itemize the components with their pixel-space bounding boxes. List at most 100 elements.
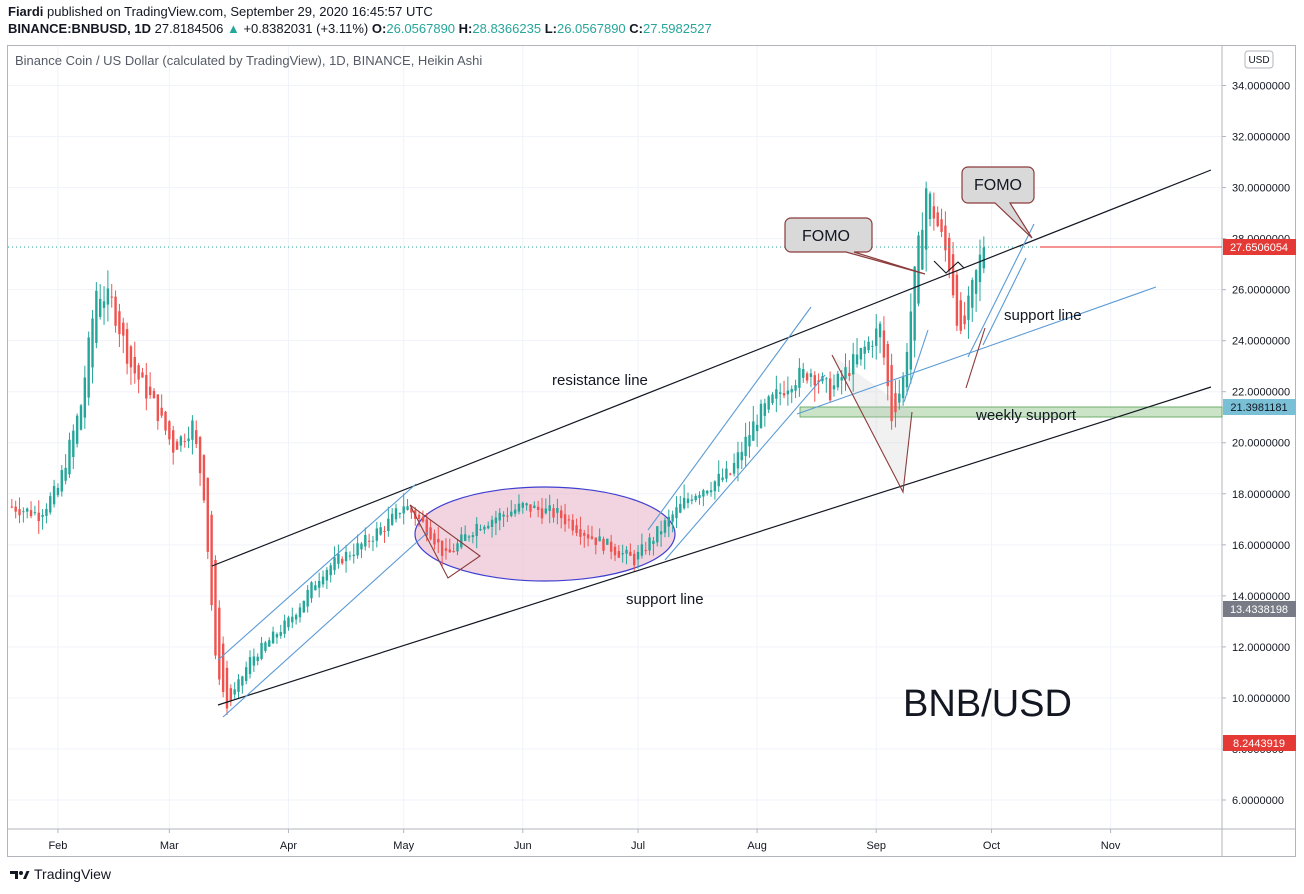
candle-body <box>648 537 651 551</box>
candle <box>87 331 90 406</box>
weekly-support-zone[interactable] <box>799 406 1223 418</box>
recent-pullback-line <box>965 327 986 389</box>
candle <box>95 282 98 349</box>
candle <box>467 534 471 542</box>
candle <box>594 537 597 555</box>
candle-body <box>913 266 916 341</box>
candle <box>886 340 889 401</box>
candle-body <box>652 540 655 544</box>
footer-brand[interactable]: TradingView <box>8 866 111 882</box>
candle-body <box>152 390 156 399</box>
candle <box>302 600 306 613</box>
candle-body <box>360 543 363 550</box>
candle-body <box>352 554 355 557</box>
candle <box>367 533 371 548</box>
y-tick-label: 14.0000000 <box>1232 591 1290 603</box>
candle-body <box>759 403 763 428</box>
candle-body <box>544 508 548 514</box>
candle-body <box>571 519 574 531</box>
candle <box>26 507 29 519</box>
candle-body <box>456 543 459 552</box>
candle-body <box>367 540 371 542</box>
candle-body <box>563 514 567 525</box>
candle <box>782 380 786 399</box>
candle <box>871 340 874 358</box>
published-text: published on TradingView.com, September … <box>47 4 433 19</box>
candle <box>406 499 409 511</box>
candle <box>932 192 936 231</box>
candle-body <box>875 328 878 346</box>
blue-recent-line-1 <box>967 223 1035 358</box>
candle <box>356 534 359 559</box>
candle-body <box>475 523 478 537</box>
consolidation-ellipse[interactable] <box>414 486 676 582</box>
candle <box>855 337 859 368</box>
candle-body <box>556 507 559 513</box>
candle-body <box>744 436 747 457</box>
candle <box>321 570 325 588</box>
candle-body <box>740 451 743 461</box>
candle-body <box>982 247 986 269</box>
candle <box>982 236 986 274</box>
author-name[interactable]: Fiardi <box>8 4 44 19</box>
candle <box>417 511 421 527</box>
candle-body <box>748 435 751 447</box>
resistance-trend-line[interactable] <box>211 169 1212 567</box>
candle-body <box>609 541 613 552</box>
close-label: C: <box>629 21 643 36</box>
candle <box>248 650 252 679</box>
support-line-label-upper: support line <box>1004 307 1082 324</box>
candle-body <box>202 455 206 501</box>
candle-body <box>721 477 724 481</box>
candle <box>517 494 521 515</box>
candle-body <box>310 582 313 599</box>
candle-body <box>548 505 551 511</box>
fomo-callout-2[interactable]: FOMO <box>961 166 1035 239</box>
candle <box>536 500 540 518</box>
candle-body <box>552 508 555 518</box>
candle <box>444 538 448 560</box>
candle <box>867 336 870 354</box>
candle <box>10 499 14 509</box>
candle-body <box>717 473 720 487</box>
candle <box>759 399 763 429</box>
candle <box>198 435 202 486</box>
candle-body <box>221 643 225 692</box>
candle-body <box>798 367 801 388</box>
candle <box>640 533 644 559</box>
support-trend-line[interactable] <box>217 386 1212 706</box>
pullback-triangle <box>409 504 481 579</box>
fomo-label-2: FOMO <box>974 177 1022 194</box>
candle-body <box>264 642 267 651</box>
candle <box>978 239 982 302</box>
candle <box>333 546 336 575</box>
candle <box>928 191 932 227</box>
candle <box>832 374 836 397</box>
candle <box>494 510 498 536</box>
candle-body <box>195 430 198 445</box>
candle-body <box>763 403 767 416</box>
candle-body <box>579 529 582 537</box>
candle <box>506 507 509 522</box>
candle-body <box>187 438 190 442</box>
candle <box>287 615 290 631</box>
candle <box>944 211 947 262</box>
candle <box>37 500 40 534</box>
candle-body <box>448 549 452 553</box>
blue-support-line <box>796 286 1157 415</box>
blue-lower-channel-1 <box>222 531 429 718</box>
candle <box>114 290 117 333</box>
support-line-label-lower: support line <box>626 591 704 608</box>
candle-body <box>690 499 694 501</box>
currency-button[interactable]: USD <box>1244 50 1274 69</box>
candle <box>237 674 240 699</box>
candle <box>471 531 475 544</box>
candle-body <box>483 526 486 530</box>
candle-body <box>75 415 79 444</box>
candle <box>682 484 686 510</box>
x-tick-label: Mar <box>160 840 179 852</box>
fomo-callout-1[interactable]: FOMO <box>784 217 926 275</box>
candle-body <box>517 503 521 512</box>
candle-body <box>682 497 686 509</box>
